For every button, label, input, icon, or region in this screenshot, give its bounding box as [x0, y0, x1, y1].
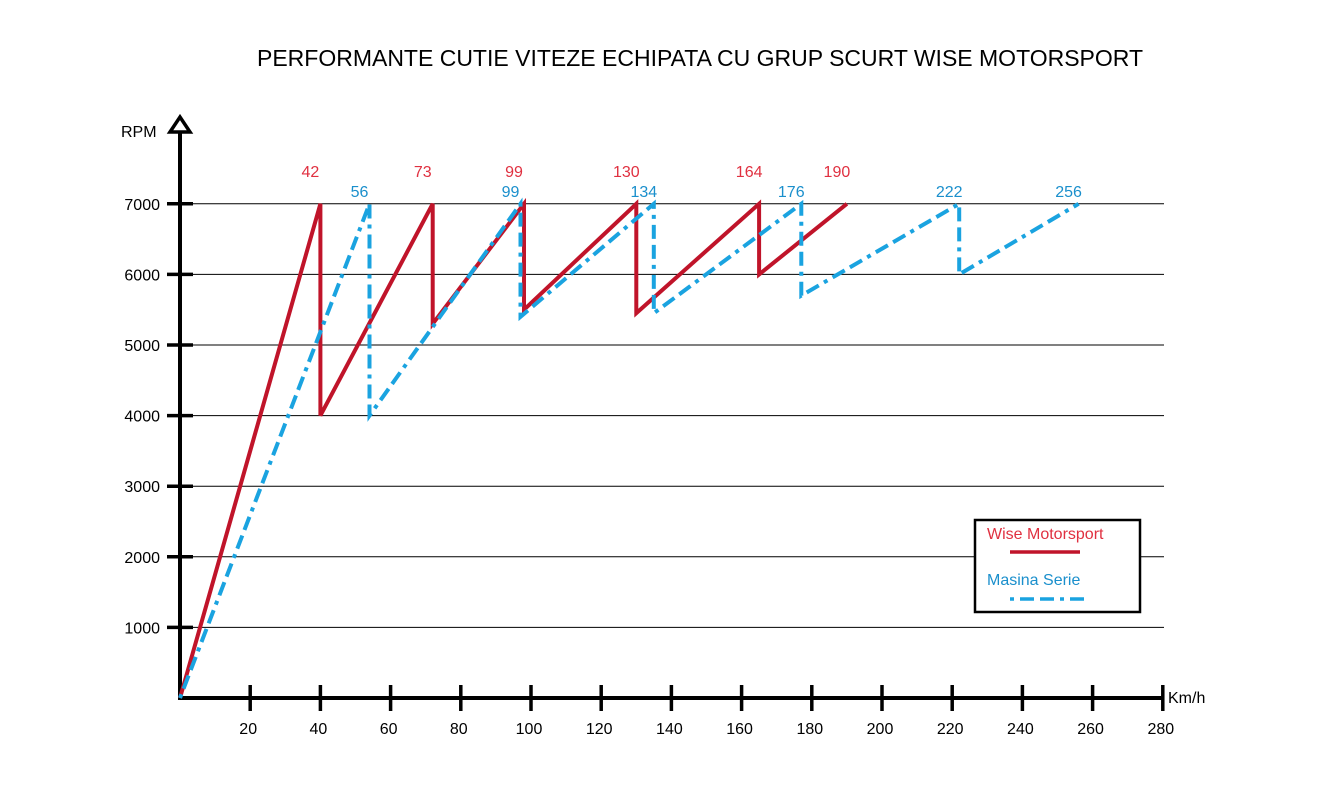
x-tick-label: 60: [380, 721, 398, 738]
shift-label: 256: [1055, 184, 1082, 201]
shift-label: 222: [936, 184, 963, 201]
series-lines: [178, 197, 1080, 699]
y-tick-label: 3000: [124, 479, 160, 496]
shift-labels: 42 73 99 130 164 190 56 99 134 176 222 256: [302, 164, 1083, 201]
x-tick-label: 80: [450, 721, 468, 738]
x-tick-label: 140: [656, 721, 683, 738]
legend-label-wise: Wise Motorsport: [987, 526, 1104, 543]
shift-label: 73: [414, 164, 432, 181]
x-tick-label: 160: [726, 721, 753, 738]
shift-label: 190: [824, 164, 851, 181]
chart-title: PERFORMANTE CUTIE VITEZE ECHIPATA CU GRU…: [257, 45, 1143, 71]
legend-label-serie: Masina Serie: [987, 572, 1080, 589]
series-line-0: [178, 197, 849, 699]
x-tick-label: 240: [1007, 721, 1034, 738]
shift-label: 130: [613, 164, 640, 181]
y-tick-label: 4000: [124, 409, 160, 426]
x-tick-label: 260: [1077, 721, 1104, 738]
x-tick-label: 20: [239, 721, 257, 738]
shift-label: 164: [736, 164, 763, 181]
y-tick-label: 6000: [124, 267, 160, 284]
y-tick-label: 1000: [124, 620, 160, 637]
ticks: 1000 2000 3000 4000 5000 6000 7000 20 40 60 80 100 1…: [124, 197, 1174, 738]
shift-label: 56: [351, 184, 369, 201]
y-tick-label: 5000: [124, 338, 160, 355]
y-tick-label: 7000: [124, 197, 160, 214]
shift-label: 42: [302, 164, 320, 181]
shift-label: 134: [630, 184, 657, 201]
x-tick-label: 220: [937, 721, 964, 738]
shift-label: 176: [778, 184, 805, 201]
y-axis-label: RPM: [121, 124, 157, 141]
x-axis-label: Km/h: [1168, 690, 1205, 707]
x-tick-label: 120: [586, 721, 613, 738]
gridlines: [180, 203, 1164, 628]
x-tick-label: 180: [796, 721, 823, 738]
series-line-1: [178, 197, 1080, 699]
y-axis-arrow: [166, 113, 194, 134]
shift-label: 99: [502, 184, 520, 201]
shift-label: 99: [505, 164, 523, 181]
x-tick-label: 40: [310, 721, 328, 738]
x-tick-label: 100: [516, 721, 543, 738]
axes: RPM Km/h: [121, 113, 1205, 707]
y-tick-label: 2000: [124, 550, 160, 567]
x-tick-label: 280: [1147, 721, 1174, 738]
legend-box: [973, 518, 1142, 614]
legend: Wise Motorsport Masina Serie: [973, 518, 1142, 614]
x-tick-label: 200: [867, 721, 894, 738]
